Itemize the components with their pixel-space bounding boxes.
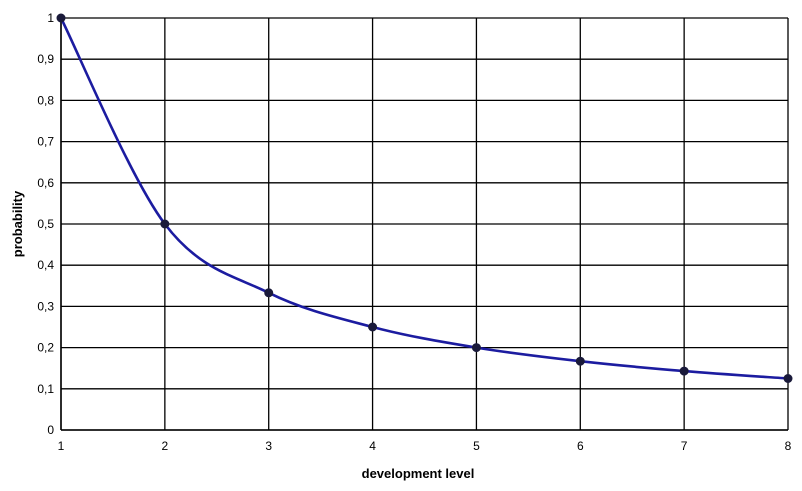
data-point [160,219,170,229]
y-tick-label: 0,9 [37,52,54,66]
axes [60,18,788,431]
data-point [575,356,585,366]
y-tick-label: 1 [47,11,54,25]
x-tick-label: 4 [369,439,376,453]
data-markers [56,13,793,383]
x-tick-label: 8 [785,439,792,453]
x-tick-label: 3 [265,439,272,453]
y-tick-label: 0,4 [37,258,54,272]
x-tick-label: 2 [162,439,169,453]
y-axis-title: probability [10,190,25,257]
y-tick-labels: 0 0,1 0,2 0,3 0,4 0,5 0,6 0,7 0,8 0,9 1 [37,11,54,437]
x-tick-label: 5 [473,439,480,453]
data-point [264,288,274,298]
series-curve [59,16,790,380]
y-tick-label: 0 [47,423,54,437]
x-tick-label: 1 [58,439,65,453]
y-tick-label: 0,5 [37,217,54,231]
data-point [56,13,66,23]
data-point [368,322,378,332]
y-tick-label: 0,6 [37,176,54,190]
y-tick-label: 0,8 [37,93,54,107]
y-tick-label: 0,3 [37,299,54,313]
x-tick-labels: 1 2 3 4 5 6 7 8 [58,439,792,453]
x-tick-label: 7 [681,439,688,453]
data-point [471,343,481,353]
y-tick-label: 0,7 [37,135,54,149]
data-point [679,366,689,376]
x-tick-label: 6 [577,439,584,453]
grid [60,17,789,431]
y-tick-label: 0,2 [37,341,54,355]
y-tick-label: 0,1 [37,382,54,396]
data-point [783,374,793,383]
x-axis-title: development level [362,466,475,481]
